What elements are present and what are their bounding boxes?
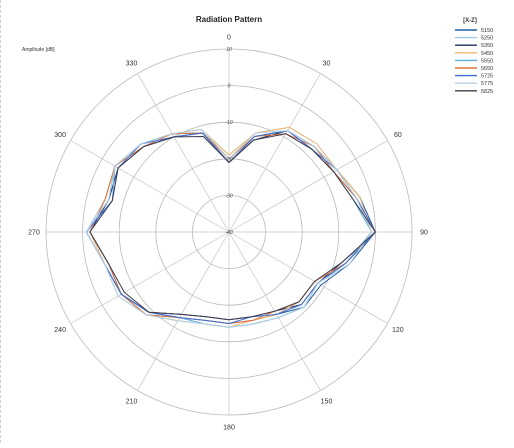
grid-spoke — [228, 231, 388, 324]
series-line-5775 — [85, 129, 373, 328]
legend-label: 5550 — [481, 58, 493, 64]
series-layer — [85, 126, 376, 328]
angle-tick-label: 60 — [394, 132, 402, 139]
angle-tick-label: 270 — [28, 230, 40, 237]
grid-spoke — [137, 231, 230, 391]
polar-grid — [45, 48, 413, 416]
legend-label: 5650 — [481, 66, 493, 72]
legend-label: 5450 — [481, 51, 493, 57]
radial-tick-label: -30 — [225, 193, 232, 199]
grid-spoke — [228, 140, 388, 233]
angle-tick-label: 90 — [420, 230, 428, 237]
angle-tick-label: 0 — [227, 35, 231, 42]
tick-labels: 0 30 60 90 120 150 180 210 240 270 300 330 10 0 -10 -20… — [28, 35, 428, 432]
legend-label: 5725 — [481, 74, 493, 80]
y-axis-label: Amplitude [dB] — [22, 47, 55, 53]
grid-spoke — [70, 140, 230, 233]
legend-label: 5775 — [481, 81, 493, 87]
grid-spoke — [228, 73, 321, 233]
grid-spoke — [137, 73, 230, 233]
legend-label: 5250 — [481, 36, 493, 42]
radial-tick-label: -40 — [225, 230, 232, 236]
angle-tick-label: 150 — [321, 398, 333, 405]
grid-spoke — [70, 231, 230, 324]
angle-tick-label: 180 — [223, 425, 235, 432]
left-divider — [0, 0, 1, 443]
radial-tick-label: 10 — [226, 47, 232, 53]
angle-tick-label: 120 — [392, 327, 404, 334]
angle-tick-label: 30 — [323, 61, 331, 68]
legend-label: 5150 — [481, 28, 493, 34]
angle-tick-label: 330 — [126, 61, 138, 68]
series-line-5825 — [89, 133, 376, 321]
legend-label: 5350 — [481, 43, 493, 49]
radial-tick-label: 0 — [228, 84, 231, 90]
chart-title: Radiation Pattern — [196, 15, 262, 24]
legend-title: [X-Z] — [463, 18, 477, 24]
angle-tick-label: 240 — [54, 327, 66, 334]
angle-tick-label: 300 — [54, 132, 66, 139]
legend-label: 5825 — [481, 89, 493, 95]
series-line-5650 — [89, 132, 376, 324]
radial-tick-label: -10 — [225, 120, 232, 126]
angle-tick-label: 210 — [126, 398, 138, 405]
radial-tick-label: -20 — [225, 157, 232, 163]
